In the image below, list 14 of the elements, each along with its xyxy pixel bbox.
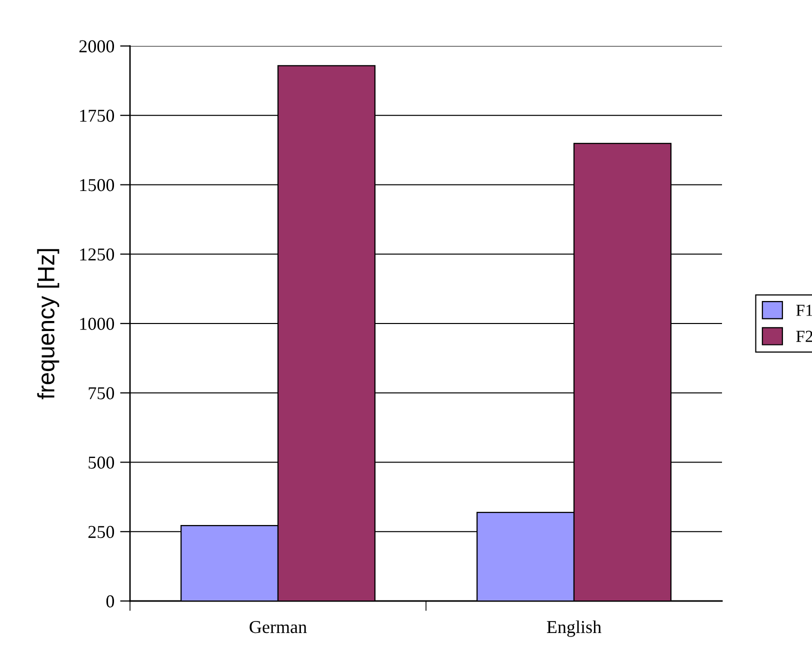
y-axis-title: frequency [Hz] (37, 249, 60, 400)
legend-label: F2 (796, 330, 812, 342)
y-tick-label: 2000 (79, 40, 114, 52)
y-tick-label: 750 (88, 387, 114, 400)
y-tick-label: 1750 (80, 110, 114, 122)
y-tick-label: 0 (106, 595, 114, 608)
y-tick-label: 500 (88, 456, 114, 469)
y-tick-label: 1250 (80, 248, 114, 261)
y-tick-label: 1500 (80, 179, 114, 192)
y-tick-label: 250 (88, 526, 114, 538)
x-tick-label: English (546, 620, 602, 637)
legend-label: F1 (796, 304, 812, 316)
y-tick-label: 1000 (80, 318, 114, 330)
x-tick-label: German (250, 621, 307, 634)
